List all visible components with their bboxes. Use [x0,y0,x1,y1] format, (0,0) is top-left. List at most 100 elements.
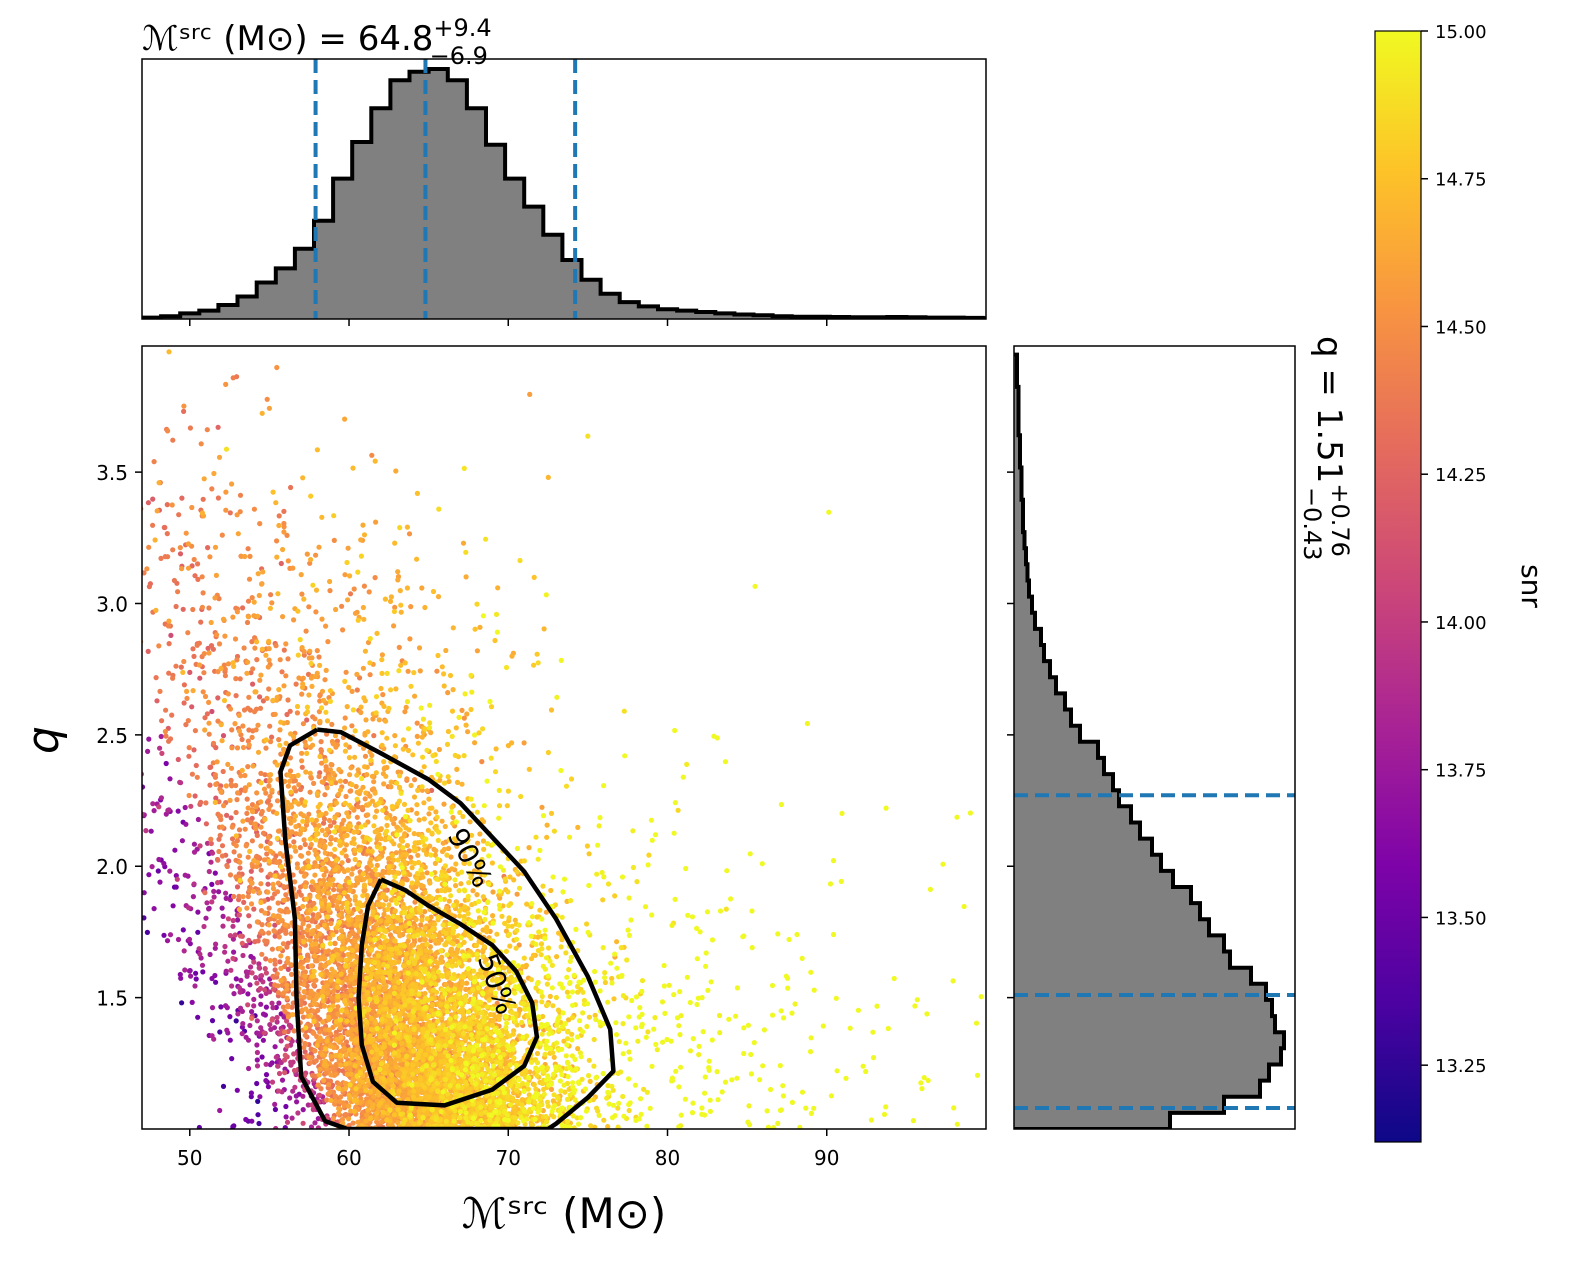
scatter-point [199,604,205,610]
scatter-point [180,927,186,933]
scatter-point [208,840,214,847]
scatter-point [236,827,243,833]
top-title-main: ℳˢʳᶜ (M⊙) = 64.8 [142,19,433,59]
scatter-point [154,508,160,514]
scatter-point [263,745,269,751]
scatter-point [290,565,296,571]
scatter-point [262,987,268,993]
scatter-point [241,899,247,906]
scatter-point [313,552,319,558]
scatter-point [277,959,283,965]
scatter-point [404,776,410,782]
scatter-point [230,955,236,962]
scatter-point [280,1004,286,1010]
scatter-point [323,1027,329,1033]
scatter-point [437,777,443,783]
scatter-point [197,662,203,668]
scatter-point [277,851,283,857]
scatter-point [310,742,316,748]
scatter-point [337,1025,343,1031]
scatter-point [245,764,251,770]
scatter-point [284,1018,290,1024]
scatter-point [267,840,273,847]
scatter-point [279,982,285,989]
scatter-point [213,572,219,579]
scatter-point [227,797,233,804]
scatter-point [256,961,262,967]
scatter-point [327,578,333,585]
scatter-point [130,903,135,908]
scatter-point [318,748,324,754]
scatter-point [216,641,223,647]
scatter-point [305,915,311,922]
scatter-point [191,849,198,855]
scatter-point [291,1051,297,1057]
scatter-point [298,892,304,898]
scatter-point [157,688,163,695]
scatter-point [216,454,223,460]
scatter-point [281,508,287,514]
scatter-point [284,1119,291,1125]
scatter-point [264,851,270,857]
scatter-point [174,876,180,882]
scatter-point [381,911,387,918]
scatter-point [175,808,181,814]
scatter-point [272,1101,278,1107]
scatter-point [366,982,372,988]
scatter-point [258,799,264,805]
scatter-point [302,1032,308,1038]
scatter-point [385,856,392,862]
scatter-point [228,765,235,771]
scatter-point [369,452,375,458]
scatter-point [305,957,311,963]
scatter-point [350,1076,356,1082]
scatter-point [345,857,351,864]
scatter-point [285,909,291,915]
scatter-point [184,695,190,702]
scatter-point [303,1006,309,1012]
scatter-point [220,1083,227,1089]
scatter-point [317,698,323,704]
scatter-point [344,704,350,710]
scatter-point [178,664,184,670]
scatter-point [151,906,157,912]
scatter-point [193,976,199,982]
scatter-point [293,681,299,687]
scatter-point [300,921,306,927]
scatter-point [281,746,287,753]
scatter-point [474,648,480,654]
scatter-point [302,884,309,890]
scatter-point [328,761,334,768]
scatter-point [370,716,376,722]
scatter-point [200,496,206,502]
scatter-point [238,773,244,779]
scatter-point [292,778,298,784]
scatter-point [402,1090,408,1096]
scatter-point [215,669,221,675]
scatter-point [228,777,234,784]
scatter-point [304,927,310,933]
scatter-point [308,963,314,969]
scatter-point [300,721,306,727]
scatter-point [351,981,357,987]
scatter-point [305,858,311,864]
scatter-point [380,870,386,876]
scatter-point [283,928,289,934]
scatter-point [301,649,307,655]
scatter-point [206,720,212,726]
scatter-point [308,946,314,952]
scatter-point [284,532,290,539]
scatter-point [279,669,285,675]
scatter-point [253,826,259,832]
scatter-point [232,636,239,642]
scatter-point [170,547,176,553]
scatter-point [300,929,306,935]
scatter-point [307,770,313,776]
scatter-point [164,938,171,944]
scatter-point [439,818,445,824]
scatter-point [259,581,265,587]
scatter-point [191,747,197,753]
scatter-point [274,538,280,544]
scatter-point [269,1000,275,1006]
scatter-point [308,675,314,681]
